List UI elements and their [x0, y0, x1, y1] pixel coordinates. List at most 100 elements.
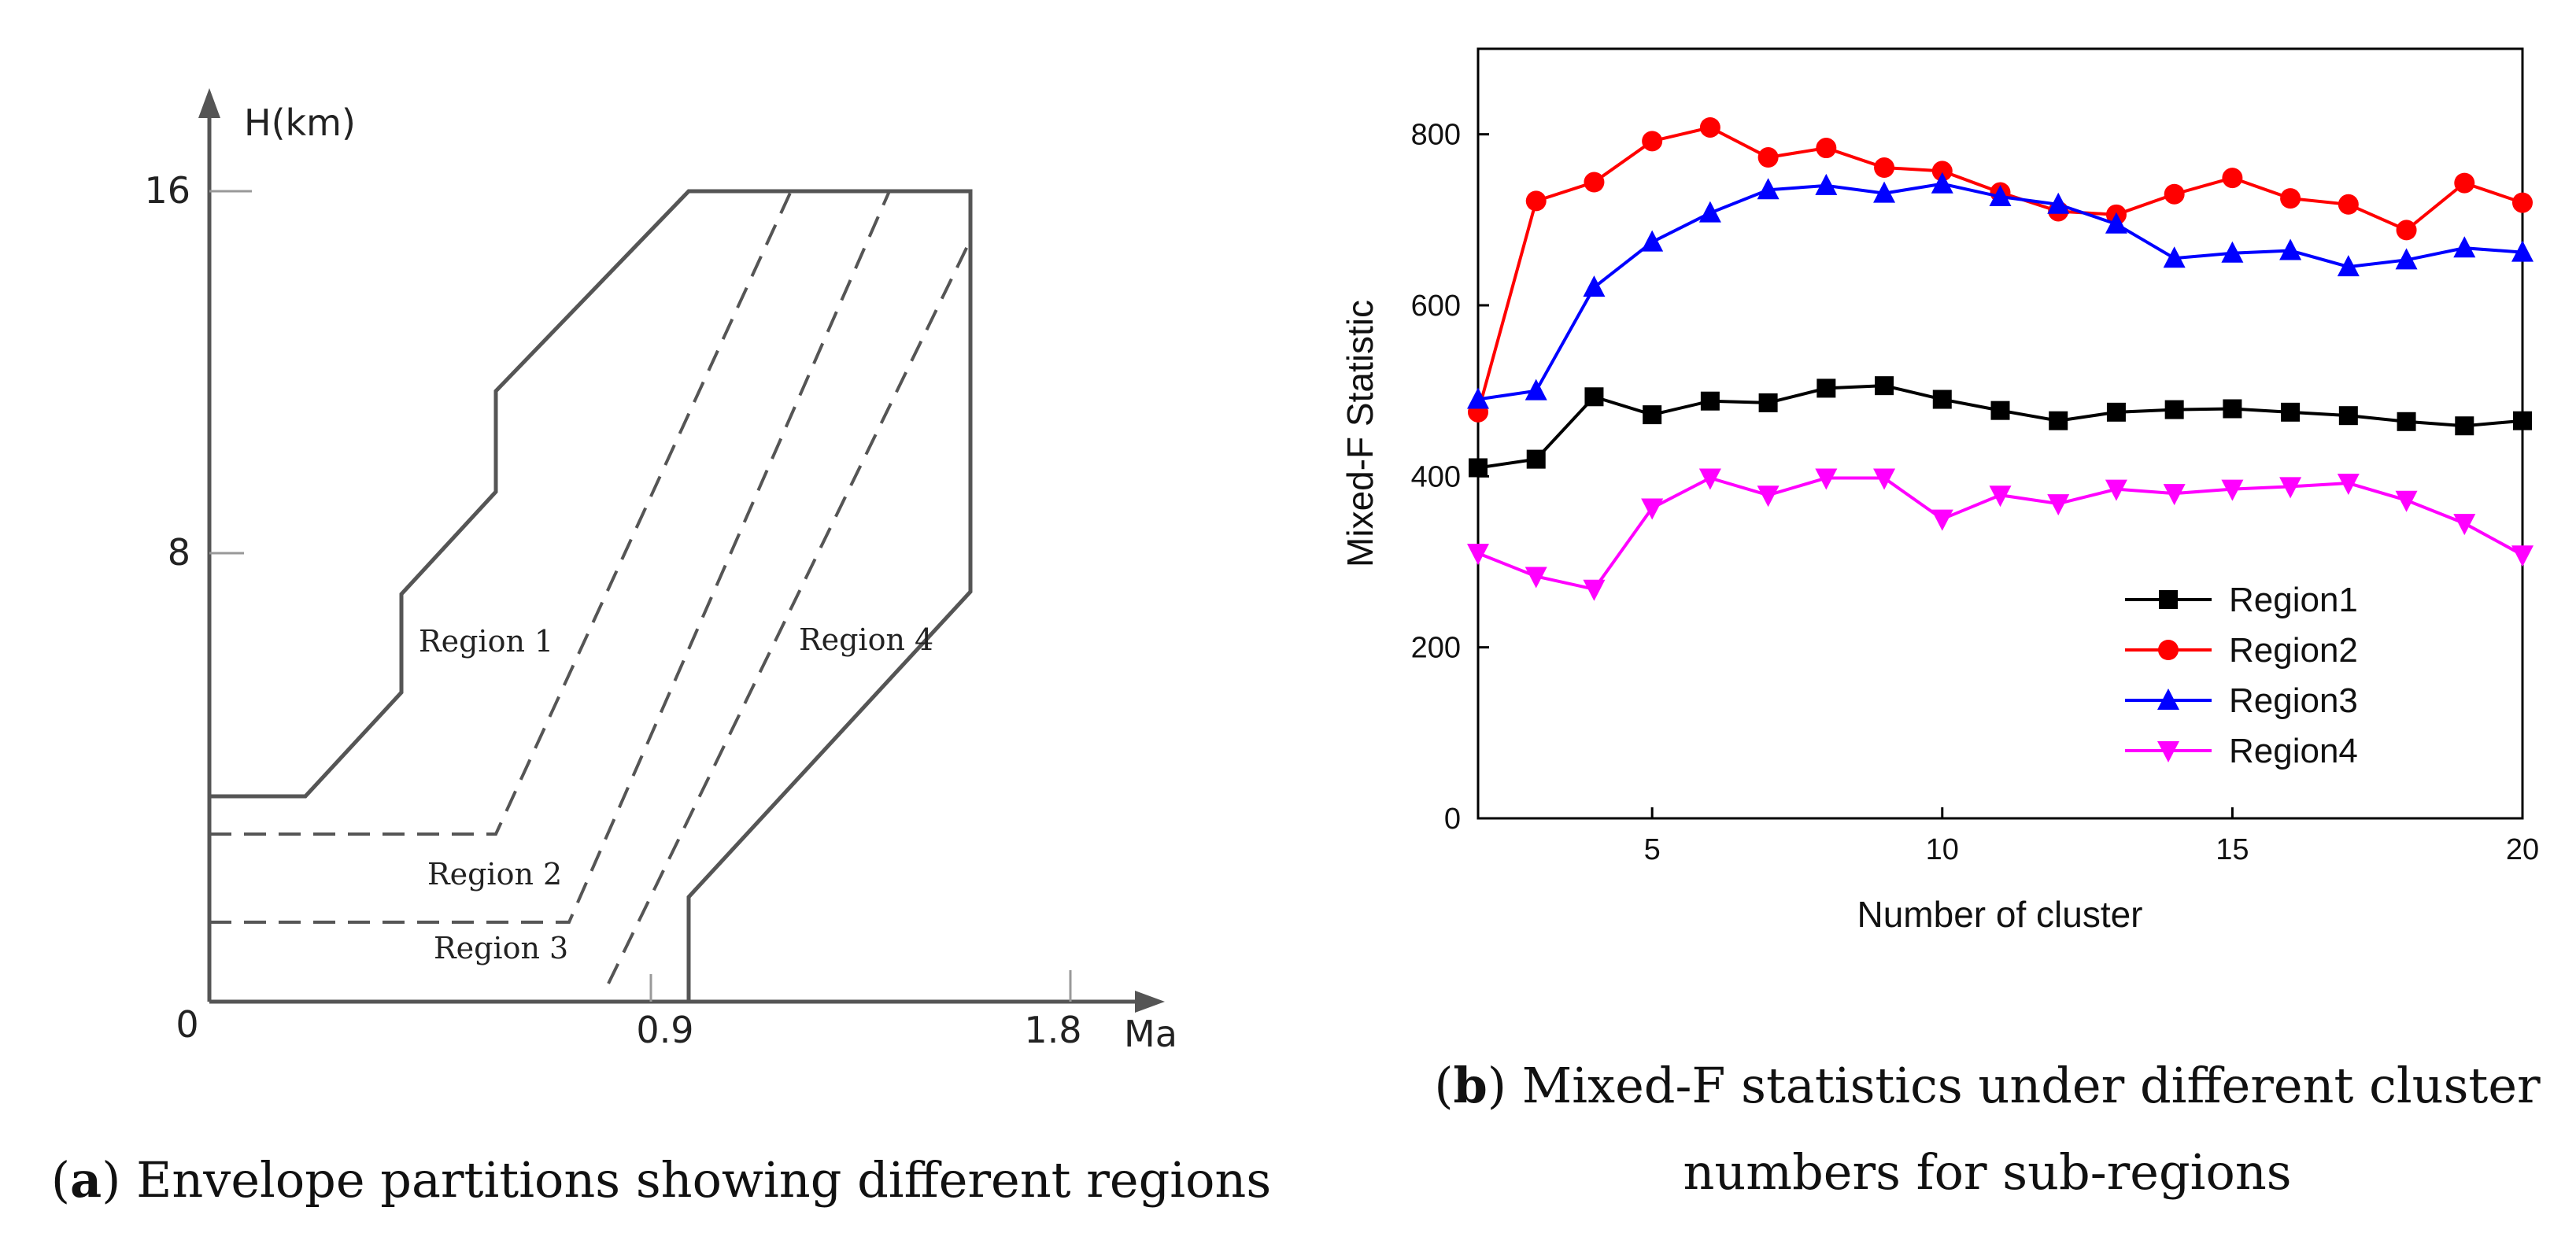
- data-point-region2: [2338, 194, 2359, 215]
- region-divider-3: [607, 239, 972, 984]
- envelope-x-tick-label-1.8: 1.8: [1024, 1009, 1081, 1051]
- data-point-region1: [2223, 399, 2242, 419]
- envelope-ylabel: H(km): [244, 102, 356, 144]
- data-point-region2: [1874, 157, 1895, 179]
- legend-label-region1: Region1: [2229, 581, 2358, 619]
- envelope-x-tick-label-0.9: 0.9: [636, 1009, 693, 1051]
- data-point-region1: [2164, 400, 2184, 419]
- data-point-region4: [2337, 474, 2360, 496]
- envelope-xlabel: Ma: [1124, 1013, 1177, 1055]
- data-point-region2: [2222, 168, 2243, 189]
- data-point-region1: [1700, 391, 1720, 411]
- envelope-outer-boundary: [209, 189, 973, 1002]
- legend-marker-region3: [2157, 688, 2179, 710]
- data-point-region3: [1467, 387, 1489, 409]
- data-point-region4: [1467, 544, 1489, 566]
- legend-label-region3: Region3: [2229, 681, 2358, 720]
- series-region4: [1467, 468, 2533, 601]
- envelope-y-tick-label-8: 8: [168, 531, 190, 574]
- data-point-region4: [1873, 468, 1896, 490]
- caption-b-line2: numbers for sub-regions: [1683, 1143, 2292, 1201]
- data-point-region1: [2106, 402, 2126, 422]
- series-region2: [1468, 116, 2533, 423]
- data-point-region1: [2338, 406, 2358, 426]
- series-region3: [1467, 172, 2533, 409]
- data-point-region1: [2281, 402, 2301, 422]
- caption-b: (b) Mixed-F statistics under different c…: [1434, 1057, 2541, 1201]
- data-point-region2: [1525, 190, 1547, 212]
- chart-frame: [1476, 47, 2524, 820]
- data-point-region1: [1469, 458, 1488, 478]
- data-point-region2: [1699, 116, 1720, 138]
- caption-b-line1: Mixed-F statistics under different clust…: [1521, 1057, 2541, 1114]
- data-point-region1: [1817, 378, 1836, 398]
- data-point-region2: [2164, 183, 2185, 205]
- data-point-region1: [2513, 411, 2532, 430]
- region-3-label: Region 3: [434, 931, 568, 965]
- chart-ylabel: Mixed-F Statistic: [1340, 300, 1380, 567]
- data-point-region1: [2397, 412, 2416, 431]
- data-point-region1: [2049, 411, 2068, 430]
- data-point-region4: [1641, 498, 1664, 520]
- series-region1: [1469, 376, 2532, 478]
- legend-label-region4: Region4: [2229, 732, 2358, 770]
- series-line-region1: [1477, 384, 2523, 470]
- x-tick-label: 15: [2216, 833, 2249, 866]
- region-4-label: Region 4: [799, 622, 933, 657]
- chart-xlabel: Number of cluster: [1857, 894, 2142, 935]
- data-point-region3: [1583, 275, 1606, 297]
- y-tick-label: 0: [1444, 803, 1461, 836]
- legend-marker-region1: [2159, 590, 2178, 609]
- data-point-region1: [2455, 416, 2474, 436]
- data-point-region3: [2105, 212, 2127, 234]
- series-line-region3: [1477, 182, 2523, 401]
- data-point-region4: [2395, 490, 2418, 512]
- x-tick-label: 20: [2506, 833, 2539, 866]
- data-point-region2: [2396, 220, 2417, 241]
- data-point-region2: [1642, 131, 1663, 152]
- data-point-region4: [1698, 468, 1721, 490]
- data-point-region4: [1931, 509, 1953, 531]
- data-point-region3: [2221, 241, 2244, 263]
- y-tick-label: 400: [1411, 460, 1461, 493]
- data-point-region3: [2511, 240, 2533, 262]
- envelope-diagram: H(km) 16 8 0 0.9 1.8 Ma Region 1 Region …: [144, 88, 1177, 1055]
- data-point-region2: [2454, 172, 2475, 194]
- data-point-region3: [1931, 172, 1953, 194]
- series-line-region2: [1476, 125, 2523, 413]
- data-point-region3: [1698, 201, 1721, 223]
- y-tick-label: 200: [1411, 632, 1461, 665]
- data-point-region2: [1931, 161, 1953, 182]
- data-point-region3: [2337, 255, 2360, 277]
- data-point-region4: [1525, 567, 1547, 589]
- x-tick-label: 5: [1644, 833, 1661, 866]
- caption-a-text: Envelope partitions showing different re…: [136, 1151, 1272, 1209]
- data-point-region1: [1990, 401, 2010, 420]
- data-point-region1: [1526, 449, 1546, 469]
- envelope-y-tick-label-16: 16: [144, 169, 190, 212]
- caption-a-letter: a: [70, 1151, 102, 1209]
- legend-label-region2: Region2: [2229, 631, 2358, 670]
- y-tick-label: 600: [1411, 290, 1461, 323]
- data-point-region2: [1584, 172, 1605, 193]
- data-point-region3: [1641, 230, 1664, 252]
- data-point-region1: [1584, 387, 1604, 407]
- data-point-region1: [1875, 376, 1894, 396]
- data-point-region4: [1989, 485, 2012, 508]
- caption-a: (a) Envelope partitions showing differen…: [50, 1151, 1272, 1209]
- data-point-region4: [1757, 485, 1780, 508]
- data-point-region4: [2163, 484, 2186, 506]
- data-point-region3: [1525, 378, 1547, 401]
- envelope-x-axis-arrow: [1135, 991, 1165, 1013]
- y-tick-label: 800: [1411, 119, 1461, 152]
- data-point-region3: [2395, 248, 2418, 270]
- data-point-region4: [1815, 468, 1838, 490]
- data-point-region4: [2453, 514, 2476, 536]
- data-point-region4: [2511, 545, 2533, 567]
- data-point-region3: [2279, 238, 2302, 260]
- data-point-region3: [2453, 236, 2476, 258]
- region-1-label: Region 1: [419, 624, 553, 659]
- region-divider-1: [209, 190, 793, 836]
- mixed-f-line-chart: 0 200 400 600 800 5 10 15 20 Number of cluster M…: [1340, 47, 2539, 935]
- data-point-region2: [1816, 138, 1837, 159]
